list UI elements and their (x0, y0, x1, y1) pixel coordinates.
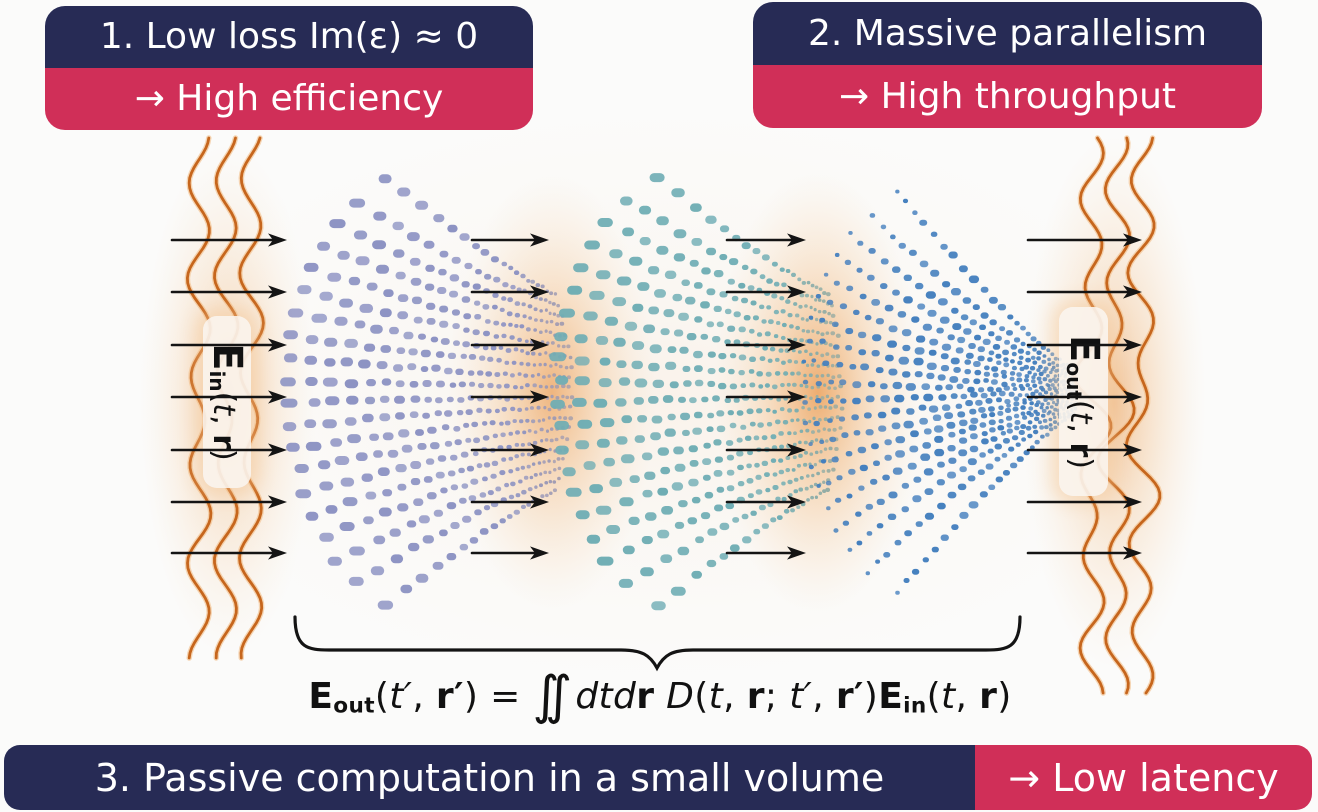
input-field-label: Ein(t, r) (203, 316, 251, 488)
callout-low-loss-benefit: → High efficiency (45, 68, 533, 130)
callout-passive-computation-benefit: → Low latency (975, 745, 1312, 810)
output-field-label-text: Eout(t, r) (1060, 334, 1107, 469)
transfer-function-equation: Eout(t′, r′) = ∫∫ dtdr D(t, r; t′, r′)Ein… (308, 666, 1012, 726)
scattering-cloud-2 (549, 173, 845, 611)
output-field-label: Eout(t, r) (1059, 307, 1108, 496)
callout-low-loss: 1. Low loss Im(ε) ≈ 0 → High efficiency (45, 6, 533, 130)
callout-passive-computation: 3. Passive computation in a small volume… (4, 745, 1312, 810)
callout-parallelism-benefit: → High throughput (753, 65, 1262, 128)
scattering-cloud-1 (280, 174, 575, 610)
scattering-cloud-3 (801, 189, 1078, 595)
callout-parallelism: 2. Massive parallelism → High throughput (753, 2, 1262, 128)
callout-passive-computation-condition: 3. Passive computation in a small volume (4, 745, 975, 810)
callout-parallelism-condition: 2. Massive parallelism (753, 2, 1262, 65)
input-field-label-text: Ein(t, r) (204, 343, 251, 461)
callout-low-loss-condition: 1. Low loss Im(ε) ≈ 0 (45, 6, 533, 68)
